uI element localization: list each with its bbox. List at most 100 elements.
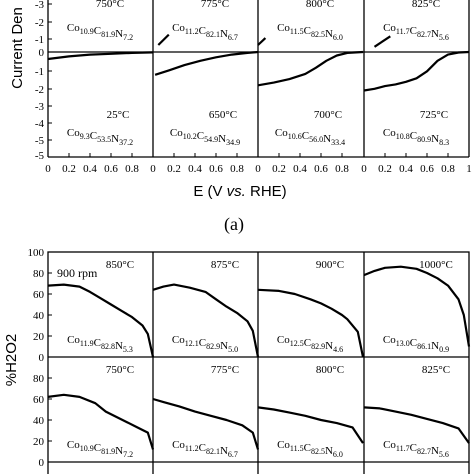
- top-xlabel-post: RHE): [246, 183, 287, 200]
- element-subscript: 5.6: [439, 33, 449, 42]
- top-panel-725-c-series-0: [363, 50, 470, 92]
- element-symbol: Co: [277, 439, 290, 451]
- bottom-ytick-label-60: 60: [33, 289, 45, 301]
- element-symbol: C: [304, 25, 311, 37]
- top-xlabel-vs: vs.: [227, 183, 246, 200]
- top-panel-775-c-composition: Co11.2C82.1N6.7: [172, 22, 238, 42]
- bottom-panel-825-c-composition: Co11.7C82.7N5.6: [383, 439, 449, 459]
- bottom-panel-800-c-composition: Co11.5C82.5N6.0: [277, 439, 343, 459]
- bottom-ytick-label-20: 20: [33, 331, 45, 343]
- bottom-panel-900-c-series-0: [257, 288, 365, 358]
- element-symbol: C: [410, 130, 417, 142]
- top-xtick-label-0-4: 0.4: [293, 163, 307, 175]
- bottom-panel-875-c-series-0: [152, 283, 260, 358]
- element-symbol: N: [220, 445, 228, 457]
- element-symbol: N: [111, 133, 119, 145]
- element-subscript: 11.2: [185, 444, 199, 453]
- top-xtick-label-0-4: 0.4: [188, 163, 202, 175]
- bottom-panel-750-c-composition: Co10.9C81.9N7.2: [67, 439, 133, 459]
- bottom-panel-775-c-composition: Co11.2C82.1N6.7: [172, 439, 238, 459]
- element-subscript: 11.7: [396, 27, 410, 36]
- bottom-panel-900-c-temp: 900°C: [316, 259, 344, 271]
- element-symbol: Co: [383, 22, 396, 34]
- element-subscript: 86.1: [417, 342, 431, 351]
- top-panel-25-c-temp: 25°C: [107, 109, 130, 121]
- element-symbol: C: [94, 337, 101, 349]
- top-ytick-label-2: -2: [35, 84, 44, 96]
- top-ytick-label-1: -1: [35, 34, 44, 46]
- top-ytick-label-5b: -5: [35, 150, 45, 162]
- element-subscript: 0.9: [439, 345, 449, 354]
- element-subscript: 6.7: [228, 33, 238, 42]
- element-subscript: 54.9: [204, 135, 218, 144]
- bottom-panel-825-c-temp: 825°C: [422, 364, 450, 376]
- top-xtick-label-0-4: 0.4: [83, 163, 97, 175]
- top-ytick-label-0: 0: [39, 47, 45, 59]
- bottom-panel-1000-c-series-0: [363, 265, 471, 347]
- bottom-ytick-label-80: 80: [33, 268, 45, 280]
- top-panel-725-c-composition: Co10.8C80.9N8.3: [383, 127, 449, 147]
- top-panel-25-c-composition: Co9.3C53.5N37.2: [67, 127, 133, 147]
- top-panel-750-c-temp: 750°C: [96, 0, 124, 10]
- element-symbol: C: [410, 337, 417, 349]
- bottom-ytick-label-80: 80: [33, 373, 45, 385]
- top-panel-825-c-composition: Co11.7C82.7N5.6: [383, 22, 449, 42]
- element-symbol: C: [410, 442, 417, 454]
- top-xtick-label-0-2: 0.2: [272, 163, 286, 175]
- top-ytick-label-4: -4: [35, 118, 45, 130]
- bottom-ytick-label-20: 20: [33, 436, 45, 448]
- element-symbol: Co: [67, 439, 80, 451]
- top-ytick-label-3: -3: [35, 0, 45, 11]
- element-symbol: N: [431, 28, 439, 40]
- bottom-ytick-label-60: 60: [33, 394, 45, 406]
- element-subscript: 5.3: [123, 345, 133, 354]
- top-xtick-label-0-6: 0.6: [104, 163, 118, 175]
- element-subscript: 7.2: [123, 450, 133, 459]
- element-subscript: 5.6: [439, 450, 449, 459]
- top-xtick-label-0-8: 0.8: [230, 163, 244, 175]
- top-panel-650-c-composition: Co10.2C54.9N34.9: [170, 127, 240, 147]
- top-xlabel: E (V vs. RHE): [193, 183, 286, 200]
- top-panel-825-c-series-0: [373, 35, 391, 48]
- bottom-panel-850-c-composition: Co11.9C82.8N5.3: [67, 334, 133, 354]
- bottom-panel-875-c-composition: Co12.1C82.9N5.0: [172, 334, 238, 354]
- element-symbol: C: [304, 337, 311, 349]
- element-subscript: 10.8: [396, 132, 410, 141]
- caption-a: (a): [224, 214, 244, 235]
- element-subscript: 10.6: [288, 132, 302, 141]
- element-subscript: 6.0: [333, 33, 343, 42]
- element-subscript: 56.0: [309, 135, 323, 144]
- top-panel-800-c-composition: Co11.5C82.5N6.0: [277, 22, 343, 42]
- element-symbol: C: [302, 130, 309, 142]
- bottom-panel-825-c-series-0: [363, 406, 470, 444]
- top-axes-group: -3-2-10-1-2-3-4-5-50 0.2 0.4 0.6 0.8 0 0.2 0.4 0…: [35, 0, 472, 175]
- bottom-ytick-label-40: 40: [33, 415, 45, 427]
- bottom-panel-1000-c-composition: Co13.0C86.1N0.9: [383, 334, 449, 354]
- element-subscript: 34.9: [226, 138, 240, 147]
- top-xtick-label-0-8: 0.8: [125, 163, 139, 175]
- top-panel-725-c-temp: 725°C: [420, 109, 448, 121]
- element-subscript: 81.9: [101, 447, 115, 456]
- element-symbol: N: [325, 28, 333, 40]
- element-symbol: Co: [170, 127, 183, 139]
- element-symbol: C: [90, 130, 97, 142]
- top-xlabel-pre: E (V: [193, 183, 226, 200]
- top-panel-775-c-temp: 775°C: [201, 0, 229, 10]
- element-subscript: 11.9: [80, 339, 94, 348]
- top-xtick-label-0: 0: [45, 163, 51, 175]
- element-subscript: 10.2: [183, 132, 197, 141]
- top-xtick-label-0: 0: [361, 163, 367, 175]
- element-subscript: 12.5: [290, 339, 304, 348]
- element-symbol: Co: [67, 334, 80, 346]
- element-symbol: Co: [67, 22, 80, 34]
- element-symbol: N: [220, 340, 228, 352]
- top-panel-825-c-temp: 825°C: [412, 0, 440, 10]
- element-subscript: 82.9: [206, 342, 220, 351]
- element-subscript: 6.0: [333, 450, 343, 459]
- element-symbol: N: [325, 445, 333, 457]
- bottom-panel-750-c-series-0: [47, 393, 155, 450]
- element-subscript: 12.1: [185, 339, 199, 348]
- bottom-panel-750-c-temp: 750°C: [106, 364, 134, 376]
- top-panel-800-c-series-0: [257, 37, 267, 46]
- element-symbol: N: [431, 445, 439, 457]
